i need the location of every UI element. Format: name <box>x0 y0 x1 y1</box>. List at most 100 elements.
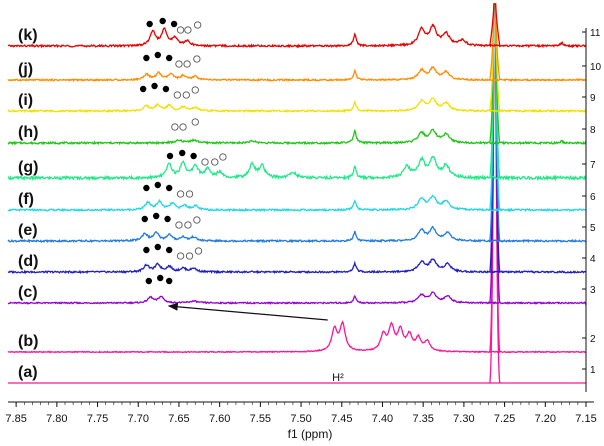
filled-dot-marker <box>157 274 164 282</box>
filled-dot-marker <box>165 54 173 62</box>
x-tick-label-7.30: 7.30 <box>453 413 474 425</box>
right-axis-label-4: 4 <box>590 254 596 265</box>
annotations: H² <box>167 302 344 384</box>
trace-label-d: (d) <box>18 253 38 270</box>
x-axis-title: f1 (ppm) <box>288 427 333 441</box>
filled-dot-marker <box>190 152 197 160</box>
trace-label-k: (k) <box>18 27 38 44</box>
filled-dot-marker <box>152 212 160 220</box>
filled-dot-marker <box>146 20 153 28</box>
x-tick-label-7.20: 7.20 <box>535 413 556 425</box>
x-tick-label-7.75: 7.75 <box>87 413 108 425</box>
trace-label-a: (a) <box>18 364 38 381</box>
open-dot-marker <box>179 123 187 131</box>
filled-dot-marker <box>165 277 173 285</box>
trace-label-g: (g) <box>18 159 38 176</box>
right-axis-label-8: 8 <box>590 125 596 136</box>
filled-dot-marker <box>154 51 161 59</box>
open-dot-marker <box>171 123 179 131</box>
filled-dot-marker <box>151 82 158 90</box>
filled-dot-marker <box>159 17 166 25</box>
filled-dot-marker <box>139 85 147 93</box>
open-dot-marker <box>191 118 199 126</box>
open-dot-marker <box>176 26 185 34</box>
ppm-axis: 7.85 7.80 7.75 7.70 7.65 7.60 7.55 7.50 7.45 7.40… <box>5 401 597 425</box>
right-axis-label-3: 3 <box>590 285 596 296</box>
solvent-peak-i <box>489 3 501 112</box>
trace-label-j: (j) <box>18 61 33 78</box>
spectrum-trace-j <box>7 65 587 83</box>
filled-dot-marker <box>145 277 153 285</box>
x-tick-label-7.55: 7.55 <box>250 413 271 425</box>
filled-dot-marker <box>141 215 148 223</box>
open-dot-marker <box>191 86 199 94</box>
x-tick-label-7.85: 7.85 <box>5 413 26 425</box>
solvent-peak-j <box>489 3 501 81</box>
right-axis-label-5: 5 <box>590 223 596 234</box>
x-tick-label-7.80: 7.80 <box>46 413 67 425</box>
right-axis-label-11: 11 <box>590 28 601 39</box>
spectrum-trace-f <box>7 194 587 213</box>
trace-label-e: (e) <box>18 222 38 239</box>
h2-annotation-label: H² <box>332 372 344 384</box>
right-axis-label-10: 10 <box>590 62 602 73</box>
open-dot-marker <box>193 216 201 224</box>
spectra-traces <box>7 3 587 384</box>
filled-dot-marker <box>164 215 171 223</box>
filled-dot-marker <box>143 246 150 254</box>
open-dot-marker <box>219 153 227 161</box>
trace-label-h: (h) <box>18 124 38 141</box>
filled-dot-marker <box>165 184 173 192</box>
open-dot-marker <box>185 190 194 198</box>
trace-label-f: (f) <box>18 191 34 208</box>
trace-label-b: (b) <box>18 333 38 350</box>
filled-dot-marker <box>143 54 150 62</box>
solvent-peak-k <box>489 3 501 47</box>
filled-dot-marker <box>166 152 174 160</box>
open-dot-marker <box>182 91 190 99</box>
trace-labels: (a) (b) (c) (d) (e) (f) (g) (h) (i) (j) (k) <box>18 27 38 381</box>
x-tick-label-7.60: 7.60 <box>209 413 230 425</box>
open-dot-marker <box>193 55 201 63</box>
x-tick-label-7.50: 7.50 <box>290 413 311 425</box>
right-axis-label-1: 1 <box>590 365 596 376</box>
right-axis-label-6: 6 <box>590 192 596 203</box>
x-tick-label-7.65: 7.65 <box>168 413 189 425</box>
right-axis-label-9: 9 <box>590 93 596 104</box>
solvent-peak-h <box>489 3 501 144</box>
peak-markers <box>139 17 227 285</box>
open-dot-marker <box>201 158 209 166</box>
spectrum-trace-e <box>7 225 587 244</box>
right-axis-label-2: 2 <box>590 334 596 345</box>
open-dot-marker <box>183 60 191 68</box>
filled-dot-marker <box>179 149 186 157</box>
open-dot-marker <box>211 158 219 166</box>
open-dot-marker <box>184 26 192 34</box>
filled-dot-marker <box>162 85 170 93</box>
x-tick-label-7.40: 7.40 <box>372 413 393 425</box>
right-axis-label-7: 7 <box>590 160 596 171</box>
x-tick-label-7.70: 7.70 <box>128 413 149 425</box>
x-tick-label-7.15: 7.15 <box>575 413 596 425</box>
filled-dot-marker <box>143 184 150 192</box>
shift-arrow <box>167 302 328 321</box>
trace-label-i: (i) <box>18 92 33 109</box>
open-dot-marker <box>185 252 194 260</box>
open-dot-marker <box>175 221 183 229</box>
x-tick-label-7.45: 7.45 <box>331 413 352 425</box>
filled-dot-marker <box>154 181 161 189</box>
filled-dot-marker <box>154 243 161 251</box>
open-dot-marker <box>175 60 183 68</box>
x-tick-label-7.35: 7.35 <box>412 413 433 425</box>
filled-dot-marker <box>170 20 178 28</box>
open-dot-marker <box>176 190 185 198</box>
x-tick-label-7.25: 7.25 <box>494 413 515 425</box>
open-dot-marker <box>176 252 185 260</box>
open-dot-marker <box>173 91 181 99</box>
right-index-axis: 1 2 3 4 5 6 7 8 9 10 11 <box>582 28 602 392</box>
trace-label-c: (c) <box>18 284 38 301</box>
open-dot-marker <box>194 247 203 255</box>
filled-dot-marker <box>165 246 173 254</box>
